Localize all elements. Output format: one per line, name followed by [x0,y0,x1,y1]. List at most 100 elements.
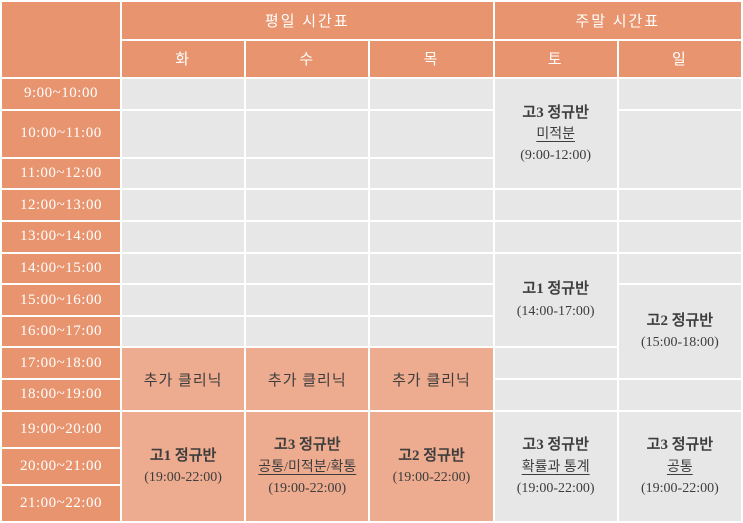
time-label: 13:00~14:00 [2,222,120,252]
table-row: 18:00~19:00 [2,380,741,410]
class-time: (15:00-18:00) [640,335,719,351]
clinic-thu: 추가 클리닉 [370,348,493,410]
class-title: 고2 정규반 [398,447,465,464]
table-row: 13:00~14:00 [2,222,741,252]
empty-slot [370,79,493,109]
table-row: 12:00~13:00 [2,190,741,221]
time-label: 15:00~16:00 [2,285,120,315]
clinic-tue: 추가 클리닉 [122,348,245,410]
empty-slot [370,253,493,284]
empty-slot [122,285,245,315]
class-time: (19:00-22:00) [392,470,471,486]
class-sat-morning: 고3 정규반 미적분 (9:00-12:00) [494,79,617,189]
class-sat-evening: 고3 정규반 확률과 통계 (19:00-22:00) [494,411,617,521]
empty-slot [246,253,369,284]
table-row: 19:00~20:00 고1 정규반 (19:00-22:00) 고3 정규반 … [2,411,741,521]
class-sun-afternoon: 고2 정규반 (15:00-18:00) [618,285,741,378]
empty-slot [246,285,369,315]
empty-slot [370,222,493,252]
table-row: 15:00~16:00 고2 정규반 (15:00-18:00) [2,285,741,378]
table-row: 11:00~12:00 [2,158,741,189]
time-label: 14:00~15:00 [2,253,120,284]
empty-slot [494,380,617,410]
time-label: 19:00~20:00 [2,411,120,447]
group-header-row: 평일 시간표 주말 시간표 [2,2,741,78]
empty-slot [246,79,369,109]
time-label: 17:00~18:00 [2,348,120,378]
class-time: (19:00-22:00) [268,480,347,496]
empty-slot [618,380,741,410]
time-label: 9:00~10:00 [2,79,120,109]
class-subject: 확률과 통계 [521,459,590,475]
empty-slot [122,158,245,189]
class-title: 고3 정규반 [522,437,589,454]
empty-slot [494,190,617,221]
day-header-sun: 일 [618,40,741,78]
class-title: 고3 정규반 [274,437,341,454]
empty-slot [246,316,369,347]
class-time: (9:00-12:00) [520,148,592,164]
empty-slot [122,222,245,252]
weekday-group-header: 평일 시간표 [122,2,493,39]
class-time: (14:00-17:00) [516,303,595,319]
time-label: 18:00~19:00 [2,380,120,410]
class-sun-evening: 고3 정규반 공통 (19:00-22:00) [618,411,741,521]
class-subject: 미적분 [536,127,575,143]
table-row: 10:00~11:00 [2,110,741,189]
empty-slot [370,158,493,189]
time-label: 20:00~21:00 [2,448,120,484]
empty-slot [494,222,617,252]
time-label: 21:00~22:00 [2,485,120,521]
day-header-wed: 수 [246,40,369,78]
weekend-group-header: 주말 시간표 [494,2,741,39]
class-time: (19:00-22:00) [144,470,222,486]
empty-slot [618,79,741,109]
table-row: 9:00~10:00 고3 정규반 미적분 (9:00-12:00) [2,79,741,189]
empty-slot [618,110,741,189]
empty-slot [494,348,617,378]
empty-slot [122,79,245,109]
class-wed-evening: 고3 정규반 공통/미적분/확통 (19:00-22:00) [246,411,369,521]
empty-slot [618,190,741,221]
empty-slot [122,316,245,347]
class-title: 고3 정규반 [646,437,714,454]
corner-cell [2,2,120,78]
class-title: 고1 정규반 [149,447,217,464]
class-tue-evening: 고1 정규반 (19:00-22:00) [122,411,245,521]
day-header-thu: 목 [370,40,493,78]
time-label: 11:00~12:00 [2,158,120,189]
empty-slot [122,253,245,284]
empty-slot [618,253,741,284]
class-title: 고1 정규반 [522,281,589,298]
table-row: 16:00~17:00 [2,316,741,347]
table-row: 21:00~22:00 [2,485,741,521]
day-header-sat: 토 [494,40,617,78]
time-label: 16:00~17:00 [2,316,120,347]
day-header-row: 화 수 목 토 일 [2,40,741,78]
class-time: (19:00-22:00) [516,480,595,496]
empty-slot [122,190,245,221]
day-header-tue: 화 [122,40,245,78]
table-row: 17:00~18:00 추가 클리닉 추가 클리닉 추가 클리닉 [2,348,741,410]
empty-slot [246,158,369,189]
empty-slot [122,110,245,157]
class-subject: 공통/미적분/확통 [258,459,357,475]
table-row: 14:00~15:00 고1 정규반 (14:00-17:00) [2,253,741,347]
clinic-wed: 추가 클리닉 [246,348,369,410]
empty-slot [618,222,741,252]
class-sat-afternoon: 고1 정규반 (14:00-17:00) [494,253,617,347]
class-time: (19:00-22:00) [640,480,719,496]
time-label: 12:00~13:00 [2,190,120,221]
empty-slot [246,110,369,157]
empty-slot [370,110,493,157]
time-label: 10:00~11:00 [2,110,120,157]
class-subject: 공통 [666,459,693,475]
class-thu-evening: 고2 정규반 (19:00-22:00) [370,411,493,521]
empty-slot [246,222,369,252]
class-title: 고2 정규반 [646,312,714,329]
empty-slot [246,190,369,221]
class-title: 고3 정규반 [522,104,589,121]
empty-slot [370,316,493,347]
empty-slot [370,285,493,315]
